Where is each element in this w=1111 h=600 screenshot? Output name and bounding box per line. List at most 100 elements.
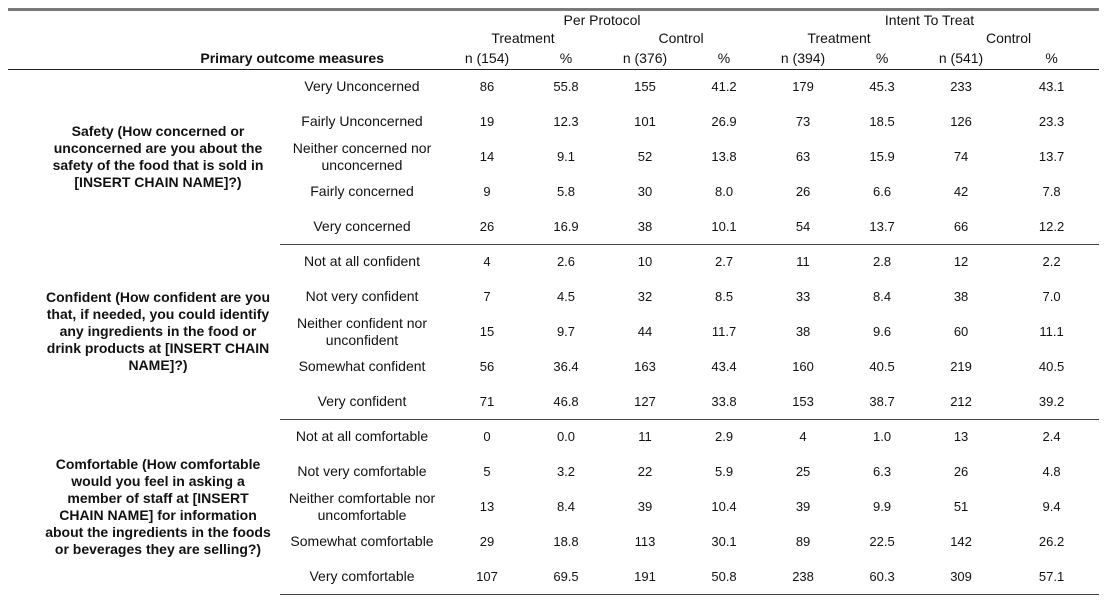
response-category: Very confident (280, 384, 444, 420)
count-cell: 7 (483, 289, 491, 304)
pp-control-n: n (376) (602, 47, 688, 70)
percent-cell: 10.1 (688, 209, 761, 245)
header-row-n: Primary outcome measures n (154) % n (37… (8, 47, 1100, 70)
count-cell: 25 (795, 464, 811, 479)
count-cell: 38 (795, 324, 811, 339)
count-cell: 38 (602, 209, 688, 245)
percent-cell: 7.0 (1042, 289, 1061, 304)
count-cell: 22 (637, 464, 653, 479)
percent-cell: 3.2 (556, 464, 576, 479)
percent-cell: 39.2 (1004, 384, 1100, 420)
percent-cell: 2.6 (556, 254, 576, 270)
count-cell: 71 (444, 384, 530, 420)
top-rule (8, 8, 1099, 11)
count-cell: 191 (602, 559, 688, 595)
count-cell: 163 (634, 359, 656, 374)
percent-cell: 23.3 (1038, 114, 1065, 129)
pp-treatment-header: Treatment (491, 30, 555, 46)
percent-cell: 10.4 (711, 499, 737, 514)
table-row: Very comfortable 107 69.5 191 50.8 238 60.3 309… (8, 559, 1100, 595)
percent-cell: 15.9 (869, 149, 895, 164)
percent-cell: 22.5 (869, 534, 895, 549)
table-row: Neither concerned nor unconcerned 14 9.1 52… (8, 139, 1099, 174)
count-cell: 238 (760, 559, 847, 595)
percent-cell: 4.5 (556, 289, 576, 304)
table-row: Neither confident nor unconfident 15 9.7 44… (8, 314, 1099, 349)
percent-cell: 13.7 (846, 209, 919, 245)
percent-cell: 9.4 (1042, 499, 1061, 514)
count-cell: 86 (479, 79, 495, 95)
count-cell: 29 (479, 534, 495, 549)
count-cell: 44 (637, 324, 653, 339)
outcomes-table: Per Protocol Intent To Treat Treatment C… (8, 11, 1100, 595)
percent-cell: 13.8 (711, 149, 737, 164)
percent-cell: 6.6 (873, 184, 892, 199)
percent-cell: 40.5 (1038, 359, 1065, 374)
percent-cell: 60.3 (846, 559, 919, 595)
response-category: Not very confident (305, 288, 419, 304)
response-category: Very concerned (280, 209, 444, 245)
count-cell: 66 (918, 209, 1005, 245)
percent-cell: 18.5 (869, 114, 895, 129)
count-cell: 113 (634, 534, 656, 549)
count-cell: 309 (918, 559, 1005, 595)
count-cell: 107 (444, 559, 530, 595)
outcome-measure-label: Confident (How confident are you that, i… (46, 289, 270, 373)
count-cell: 42 (953, 184, 969, 199)
count-cell: 89 (795, 534, 811, 549)
count-cell: 12 (953, 254, 969, 270)
count-cell: 5 (483, 464, 491, 479)
percent-cell: 2.8 (873, 254, 892, 270)
itt-treatment-pct: % (846, 47, 919, 70)
count-cell: 13 (953, 429, 969, 445)
count-cell: 179 (792, 79, 814, 95)
count-cell: 60 (953, 324, 969, 339)
percent-cell: 2.7 (714, 254, 734, 270)
primary-outcome-header: Primary outcome measures (8, 47, 444, 70)
percent-cell: 9.6 (873, 324, 892, 339)
percent-cell: 5.8 (556, 184, 576, 199)
count-cell: 73 (795, 114, 811, 129)
count-cell: 15 (479, 324, 495, 339)
count-cell: 11 (638, 429, 652, 445)
count-cell: 54 (760, 209, 847, 245)
table-row: Fairly Unconcerned 19 12.3 101 26.9 73 18.5 126… (8, 104, 1099, 139)
percent-cell: 40.5 (869, 359, 895, 374)
table-row: Not very comfortable 5 3.2 22 5.9 25 6.3 26 4.8 (8, 454, 1099, 489)
percent-cell: 38.7 (846, 384, 919, 420)
percent-cell: 9.1 (556, 149, 576, 164)
count-cell: 142 (950, 534, 972, 549)
count-cell: 74 (953, 149, 969, 164)
response-category: Neither concerned nor unconcerned (292, 139, 432, 173)
response-category: Not very comfortable (297, 463, 427, 479)
percent-cell: 8.0 (714, 184, 734, 199)
count-cell: 19 (479, 114, 495, 129)
itt-treatment-header: Treatment (807, 30, 871, 46)
response-category: Somewhat comfortable (290, 533, 434, 549)
response-category: Very comfortable (280, 559, 444, 595)
itt-control-header: Control (985, 30, 1032, 46)
pp-treatment-n: n (154) (444, 47, 530, 70)
percent-cell: 2.4 (1042, 429, 1061, 445)
percent-cell: 8.4 (556, 499, 576, 514)
percent-cell: 0.0 (556, 429, 576, 445)
table-row: Fairly concerned 9 5.8 30 8.0 26 6.6 42 7.8 (8, 174, 1099, 209)
percent-cell: 45.3 (869, 79, 895, 95)
outcome-measure-label: Comfortable (How comfortable would you f… (45, 455, 271, 557)
count-cell: 51 (953, 499, 969, 514)
response-category: Somewhat confident (298, 358, 426, 374)
count-cell: 56 (479, 359, 495, 374)
count-cell: 10 (637, 254, 653, 270)
percent-cell: 30.1 (711, 534, 737, 549)
count-cell: 219 (950, 359, 972, 374)
count-cell: 101 (634, 114, 656, 129)
response-category: Not at all comfortable (295, 428, 429, 445)
percent-cell: 7.8 (1042, 184, 1061, 199)
percent-cell: 1.0 (873, 429, 892, 445)
percent-cell: 36.4 (553, 359, 579, 374)
count-cell: 212 (918, 384, 1005, 420)
pp-control-pct: % (688, 47, 761, 70)
table-row: Somewhat comfortable 29 18.8 113 30.1 89 22.5 1… (8, 524, 1099, 559)
count-cell: 30 (637, 184, 653, 199)
